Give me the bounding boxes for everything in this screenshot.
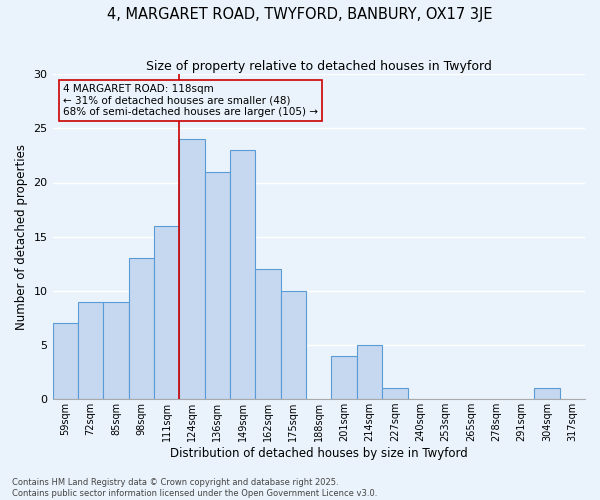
Bar <box>128 258 154 399</box>
Text: 4 MARGARET ROAD: 118sqm
← 31% of detached houses are smaller (48)
68% of semi-de: 4 MARGARET ROAD: 118sqm ← 31% of detache… <box>63 84 318 117</box>
Bar <box>256 269 281 399</box>
Bar <box>205 172 230 399</box>
Text: 4, MARGARET ROAD, TWYFORD, BANBURY, OX17 3JE: 4, MARGARET ROAD, TWYFORD, BANBURY, OX17… <box>107 8 493 22</box>
Bar <box>103 302 128 399</box>
Bar <box>281 291 306 399</box>
Bar <box>53 324 78 399</box>
Bar <box>78 302 103 399</box>
Bar <box>331 356 357 399</box>
Title: Size of property relative to detached houses in Twyford: Size of property relative to detached ho… <box>146 60 492 73</box>
Bar <box>230 150 256 399</box>
Y-axis label: Number of detached properties: Number of detached properties <box>15 144 28 330</box>
Text: Contains HM Land Registry data © Crown copyright and database right 2025.
Contai: Contains HM Land Registry data © Crown c… <box>12 478 377 498</box>
Bar <box>534 388 560 399</box>
Bar <box>357 345 382 399</box>
Bar <box>179 139 205 399</box>
Bar <box>154 226 179 399</box>
Bar <box>382 388 407 399</box>
X-axis label: Distribution of detached houses by size in Twyford: Distribution of detached houses by size … <box>170 447 467 460</box>
